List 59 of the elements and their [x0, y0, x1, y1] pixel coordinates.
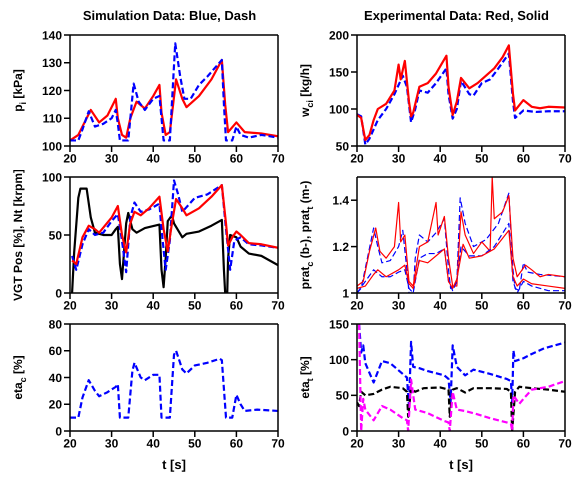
x-tick-label: 30 — [104, 152, 119, 166]
y-tick-label: 1.2 — [332, 240, 350, 254]
x-tick-label: 60 — [516, 298, 530, 313]
y-tick-label: 50 — [48, 228, 62, 242]
y-axis-title: VGT Pos [%], Nt [krpm] — [11, 168, 25, 302]
x-tick-label: 60 — [516, 152, 530, 166]
chart-title: Experimental Data: Red, Solid — [363, 8, 550, 25]
x-tick-label: 70 — [558, 298, 572, 313]
x-tick-label: 30 — [392, 436, 406, 451]
x-tick-label: 70 — [558, 436, 572, 451]
y-tick-label: 0 — [55, 424, 62, 438]
chart-title: Simulation Data: Blue, Dash — [82, 8, 258, 25]
y-tick-label: 120 — [42, 84, 62, 98]
x-tick-label: 30 — [104, 436, 119, 451]
x-tick-label: 60 — [230, 298, 244, 313]
y-tick-label: 130 — [42, 56, 62, 70]
x-tick-label: 40 — [434, 298, 448, 313]
x-tick-label: 60 — [516, 436, 530, 451]
x-tick-label: 30 — [392, 298, 406, 313]
x-tick-label: 70 — [271, 152, 285, 166]
x-tick-label: 50 — [475, 152, 489, 166]
y-tick-label: 200 — [328, 28, 350, 42]
x-axis-title: t [s] — [162, 457, 186, 472]
x-tick-label: 40 — [434, 152, 448, 166]
y-tick-label: 40 — [48, 370, 62, 385]
y-tick-label: 100 — [328, 352, 350, 367]
y-tick-label: 50 — [336, 139, 350, 154]
x-tick-label: 40 — [146, 436, 160, 451]
y-tick-label: 1 — [342, 286, 350, 300]
x-tick-label: 50 — [188, 152, 202, 166]
y-tick-label: 110 — [42, 112, 62, 126]
x-tick-label: 70 — [271, 436, 285, 451]
x-tick-label: 70 — [558, 152, 572, 166]
x-tick-label: 30 — [392, 152, 406, 166]
x-tick-label: 50 — [188, 436, 202, 451]
y-tick-label: 100 — [42, 139, 62, 154]
y-tick-label: 100 — [42, 170, 62, 184]
x-tick-label: 70 — [271, 298, 285, 313]
y-tick-label: 140 — [42, 28, 62, 42]
x-tick-label: 50 — [475, 436, 489, 451]
y-tick-label: 60 — [48, 344, 62, 358]
y-tick-label: 20 — [48, 398, 62, 412]
x-tick-label: 60 — [230, 152, 244, 166]
y-tick-label: 150 — [328, 65, 350, 80]
y-tick-label: 0 — [55, 286, 62, 300]
y-tick-label: 1.4 — [332, 193, 350, 208]
y-tick-label: 150 — [328, 317, 350, 332]
y-tick-label: 80 — [48, 317, 62, 332]
x-tick-label: 40 — [434, 436, 448, 451]
y-tick-label: 50 — [336, 388, 350, 403]
x-tick-label: 30 — [104, 298, 119, 313]
y-tick-label: 100 — [328, 102, 350, 116]
x-tick-label: 40 — [146, 152, 160, 166]
x-tick-label: 50 — [475, 298, 489, 313]
x-axis-title: t [s] — [449, 457, 473, 472]
x-tick-label: 60 — [230, 436, 244, 451]
x-tick-label: 40 — [146, 298, 160, 313]
x-tick-label: 50 — [188, 298, 202, 313]
y-tick-label: 0 — [342, 424, 350, 438]
